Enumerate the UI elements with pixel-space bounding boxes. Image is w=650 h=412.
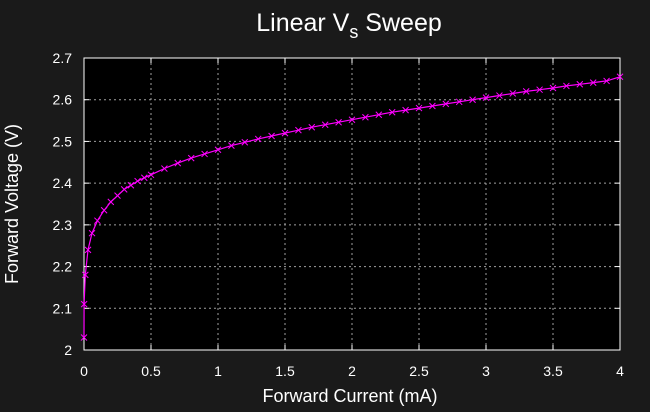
data-point-marker <box>187 154 195 162</box>
chart-title-main: Linear V <box>256 9 349 37</box>
data-point-marker <box>127 181 135 189</box>
x-tick-label: 1 <box>214 363 222 379</box>
data-point-marker <box>80 334 88 341</box>
data-point-marker <box>509 90 517 97</box>
data-point-marker <box>308 123 316 131</box>
data-point-marker <box>536 86 543 94</box>
y-tick-label: 2.5 <box>53 133 73 149</box>
data-point-marker <box>603 77 610 85</box>
data-point-marker <box>482 94 490 101</box>
data-point-marker <box>295 126 302 134</box>
x-tick-label: 2.5 <box>409 363 429 379</box>
y-axis-label: Forward Voltage (V) <box>2 124 22 284</box>
data-point-marker <box>147 171 155 179</box>
data-point-marker <box>442 100 450 108</box>
y-tick-label: 2.3 <box>53 217 73 233</box>
data-point-marker <box>321 121 329 129</box>
plot-border <box>83 57 621 351</box>
data-point-marker <box>254 135 262 143</box>
data-point-marker <box>388 108 396 116</box>
data-point-marker <box>469 96 476 104</box>
data-point-marker <box>100 206 108 214</box>
data-point-marker <box>114 192 121 200</box>
data-point-marker <box>120 186 128 193</box>
data-point-marker <box>88 229 96 237</box>
data-point-marker <box>81 271 89 279</box>
data-point-marker <box>576 80 584 88</box>
x-tick-label: 3.5 <box>543 363 563 379</box>
data-point-marker <box>94 217 101 225</box>
data-point-marker <box>268 132 275 140</box>
x-tick-label: 3 <box>482 363 490 379</box>
y-tick-label: 2.4 <box>53 175 73 191</box>
data-point-marker <box>228 142 235 149</box>
data-point-marker <box>161 165 168 172</box>
y-tick-label: 2.7 <box>53 50 73 66</box>
data-point-marker <box>335 118 342 126</box>
data-point-marker <box>522 88 530 95</box>
x-axis-label: Forward Current (mA) <box>262 386 437 406</box>
data-point-marker <box>134 177 141 185</box>
data-point-marker <box>107 198 115 206</box>
x-tick-label: 0.5 <box>141 363 161 379</box>
data-point-marker <box>455 98 463 106</box>
x-tick-label: 0 <box>80 363 88 379</box>
data-point-marker <box>84 246 92 254</box>
data-point-marker <box>362 113 369 121</box>
data-point-marker <box>563 82 570 90</box>
series <box>80 73 624 341</box>
grid <box>83 57 621 351</box>
y-tick-label: 2.6 <box>53 92 73 108</box>
y-tick-label: 2.1 <box>53 300 73 316</box>
x-tick-label: 4 <box>616 363 624 379</box>
data-point-marker <box>402 106 409 114</box>
data-point-marker <box>589 79 597 86</box>
chart-title-tail: Sweep <box>358 9 441 37</box>
data-point-marker <box>241 138 249 146</box>
data-point-marker <box>375 111 383 119</box>
data-point-marker <box>80 300 88 308</box>
data-point-marker <box>616 73 624 81</box>
data-point-marker <box>174 159 182 167</box>
data-point-marker <box>549 84 557 92</box>
data-point-marker <box>214 146 222 154</box>
data-point-marker <box>415 104 423 112</box>
y-tick-label: 2.2 <box>53 259 73 275</box>
data-point-marker <box>496 92 503 99</box>
tick-labels: 0 0.5 1 1.5 2 2.5 3 3.5 4 2 2.1 2.2 2.3 2.4 2.5 2.6 2.7 <box>53 50 625 379</box>
data-point-marker <box>348 116 356 124</box>
data-point-marker <box>429 102 436 110</box>
x-tick-label: 1.5 <box>275 363 295 379</box>
data-point-marker <box>201 150 208 158</box>
y-tick-label: 2 <box>64 342 72 358</box>
x-tick-label: 2 <box>348 363 356 379</box>
data-point-marker <box>140 174 148 182</box>
data-point-marker <box>281 129 289 137</box>
chart-title-subscript: s <box>349 22 358 42</box>
chart-title: Linear Vs Sweep <box>256 9 442 42</box>
